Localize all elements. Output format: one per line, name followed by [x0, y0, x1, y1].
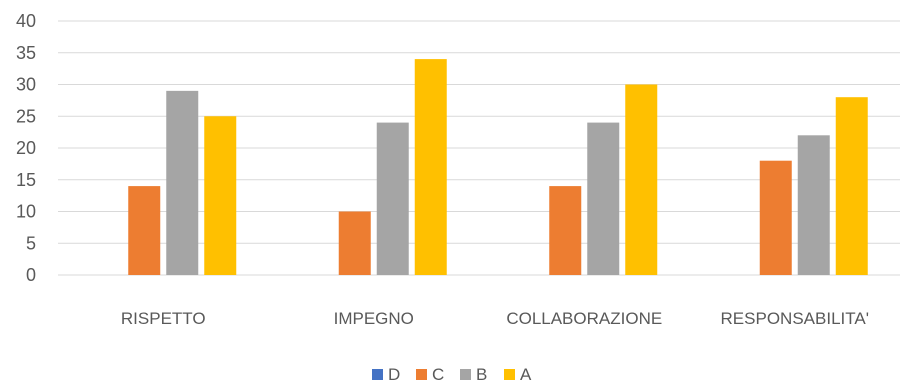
category-label: RISPETTO: [121, 309, 206, 328]
y-tick-label: 5: [26, 233, 36, 253]
bar-A-3: [835, 97, 868, 275]
legend-label: A: [520, 365, 532, 384]
bar-A-0: [204, 116, 237, 275]
bar-C-3: [759, 160, 792, 275]
legend-swatch-D: [372, 369, 383, 380]
y-tick-label: 25: [16, 106, 36, 126]
legend-label: D: [388, 365, 400, 384]
y-tick-label: 0: [26, 265, 36, 285]
y-tick-label: 15: [16, 170, 36, 190]
category-label: IMPEGNO: [334, 309, 414, 328]
category-labels: RISPETTO IMPEGNO COLLABORAZIONE RESPONSABIL…: [121, 309, 869, 328]
bar-A-2: [625, 84, 658, 275]
bar-B-3: [797, 135, 830, 275]
bars: [128, 59, 868, 275]
bar-C-1: [338, 211, 371, 275]
y-tick-label: 20: [16, 138, 36, 158]
gridlines: [58, 20, 900, 276]
y-axis-tick-labels: 0 5 10 15 20 25 30 35 40: [16, 11, 36, 285]
legend-label: C: [432, 365, 444, 384]
legend-label: B: [476, 365, 487, 384]
y-tick-label: 40: [16, 11, 36, 31]
y-tick-label: 35: [16, 43, 36, 63]
legend-swatch-B: [460, 369, 471, 380]
category-label: COLLABORAZIONE: [506, 309, 662, 328]
legend-swatch-C: [416, 369, 427, 380]
bar-C-2: [549, 186, 582, 275]
y-tick-label: 10: [16, 202, 36, 222]
bar-B-2: [587, 122, 620, 275]
bar-A-1: [414, 59, 447, 275]
bar-C-0: [128, 186, 161, 275]
y-tick-label: 30: [16, 75, 36, 95]
category-label: RESPONSABILITA': [721, 309, 869, 328]
bar-B-1: [376, 122, 409, 275]
legend-swatch-A: [504, 369, 515, 380]
bar-B-0: [166, 90, 199, 275]
